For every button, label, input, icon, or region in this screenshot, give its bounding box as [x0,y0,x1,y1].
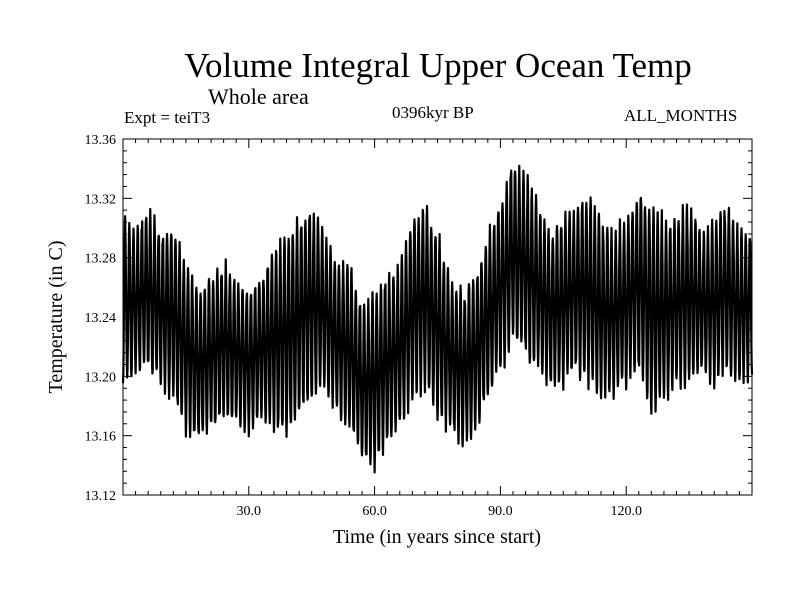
months-label: ALL_MONTHS [624,106,738,125]
chart-subtitle: Whole area [208,84,309,109]
y-tick-label: 13.16 [85,430,117,445]
y-tick-label: 13.32 [85,192,117,207]
y-tick-label: 13.28 [85,252,117,267]
x-axis-title: Time (in years since start) [333,526,541,548]
period-label: 0396kyr BP [392,103,474,122]
x-tick-label: 120.0 [610,504,642,519]
experiment-label: Expt = teiT3 [124,108,211,127]
temperature-series-line [121,164,754,474]
y-tick-label: 13.12 [85,489,117,504]
y-axis-title: Temperature (in C) [45,241,67,394]
y-tick-label: 13.36 [85,133,117,148]
chart-title: Volume Integral Upper Ocean Temp [184,46,692,85]
x-tick-label: 30.0 [237,504,262,519]
x-tick-label: 90.0 [488,504,513,519]
y-tick-label: 13.24 [85,311,117,326]
series-layer [121,164,754,474]
x-tick-label: 60.0 [362,504,387,519]
y-tick-label: 13.20 [85,370,117,385]
x-axis: 30.0 60.0 90.0 120.0 [135,139,740,519]
y-axis: 13.12 13.16 13.20 13.24 13.28 13.32 13.36 [85,133,752,504]
